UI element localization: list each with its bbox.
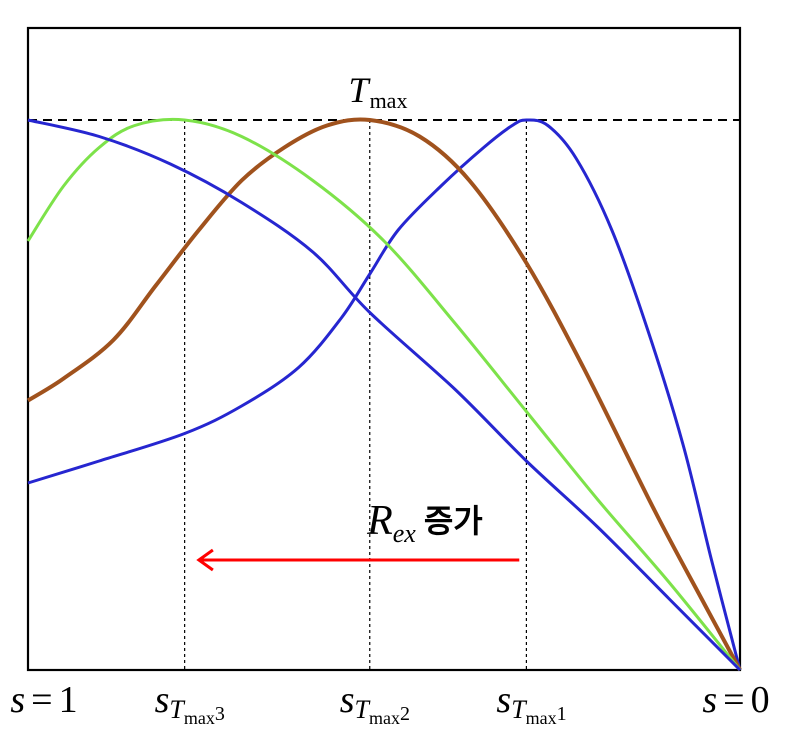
- arrow-head-icon: [196, 548, 214, 572]
- x-tick-labels: s = 1 s = 0 sTmax3 sTmax2 sTmax1: [10, 679, 769, 728]
- x-tick-label-stmax2: sTmax2: [340, 679, 410, 728]
- rex-increase-label: Rex 증가: [366, 498, 483, 548]
- series-line-2: [26, 117, 742, 671]
- series-group: [26, 117, 742, 672]
- tmax-label: Tmax: [349, 70, 408, 113]
- plot-frame: [26, 26, 742, 672]
- x-tick-label-s1: s = 1: [10, 679, 77, 721]
- series-line-1: [27, 118, 742, 671]
- series-line-4: [27, 118, 742, 672]
- x-tick-label-stmax1: sTmax1: [496, 679, 566, 728]
- series-line-3: [26, 117, 742, 671]
- x-tick-label-stmax3: sTmax3: [155, 679, 225, 728]
- x-tick-label-s0: s = 0: [702, 679, 769, 721]
- rex-increase-annotation: Rex 증가: [196, 498, 520, 572]
- slip-marker-lines: [184, 120, 528, 670]
